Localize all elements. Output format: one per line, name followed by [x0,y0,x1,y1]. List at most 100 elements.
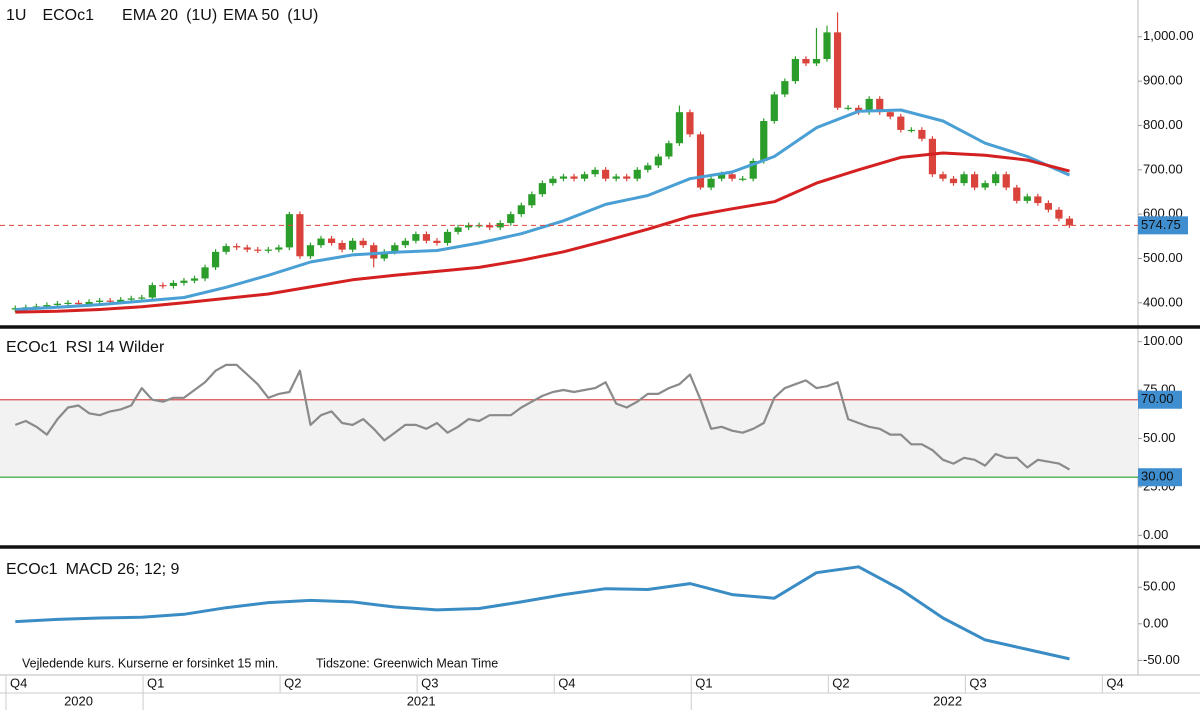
legend-text: ECOc1 [6,339,58,356]
candle-body [370,245,378,259]
candle-body [1023,196,1031,201]
candle-body [275,247,283,250]
candle-body [717,174,726,179]
candle-body [138,297,146,299]
candle-body [760,121,768,161]
candle-body [338,242,346,250]
year-label: 2022 [933,693,962,708]
x-tick-label: Q4 [558,675,575,690]
candle-body [781,81,789,95]
candle-body [433,240,441,243]
candle-body [201,267,209,279]
candle-body [306,245,315,257]
candle-body [939,174,947,179]
candle-body [169,282,178,286]
candle-body [686,112,694,135]
candle-body [391,245,399,252]
candle-body [117,299,125,302]
candle-body [180,280,188,283]
rsi-line [14,363,1071,471]
candle-body [464,225,473,228]
candle-body [886,112,894,117]
candle-body [517,205,525,215]
y-tick-label: 1,000.00 [1143,28,1194,43]
ema-line [15,151,1070,314]
candle-body [496,223,504,228]
candle-body [981,183,989,188]
candle-body [159,285,167,287]
candle-body [559,176,568,179]
x-tick-label: Q2 [284,675,301,690]
candle-body [507,214,515,224]
candle-body [317,238,325,246]
candle-body [675,112,684,144]
candle-body [949,178,958,184]
candle-body [570,176,578,179]
candle-body [654,156,662,166]
y-tick-label: 0.00 [1143,527,1168,542]
candle-body [190,278,199,281]
x-tick-label: Q4 [1106,675,1123,690]
candle-body [85,301,93,305]
legend-text: (1U) [287,7,318,24]
candle-body [739,178,747,180]
y-tick-label: 900.00 [1143,73,1183,88]
candle-body [106,300,114,302]
level-box [1138,468,1182,487]
candle-body [770,94,778,122]
candle-body [264,249,272,251]
candle-body [960,174,968,184]
candle-body [749,160,757,179]
footnote: Vejledende kurs. Kurserne er forsinket 1… [22,656,278,670]
candle-body [1065,218,1074,226]
candle-body [844,107,852,109]
candle-body [53,303,62,306]
y-tick-label: 100.00 [1143,333,1183,348]
candle-body [233,246,241,248]
candle-body [1013,187,1021,201]
x-tick-label: Q3 [421,675,438,690]
candle-body [707,178,715,188]
candle-body [644,165,652,170]
candle-body [127,298,135,300]
candle-body [454,227,462,232]
legend-text: EMA 20 [122,7,178,24]
legend-text: EMA 50 [223,7,279,24]
candle-body [243,247,251,250]
candle-body [74,302,83,305]
candle-body [928,138,937,175]
candle-body [865,98,873,113]
last-price-label: 574.75 [1141,217,1181,232]
candle-body [591,169,599,175]
candle-body [254,249,262,251]
candle-body [1034,196,1042,204]
y-tick-label: 50.00 [1143,579,1176,594]
y-tick-label: 700.00 [1143,161,1183,176]
level-band [0,399,1138,478]
candle-body [633,169,641,179]
candle-body [833,32,842,108]
candle-body [296,214,304,257]
candle-body [823,32,831,59]
year-label: 2020 [64,693,93,708]
candle-body [580,174,589,179]
legend-text: MACD 26; 12; 9 [66,561,180,578]
x-tick-label: Q4 [10,675,27,690]
candle-body [907,129,915,132]
y-tick-label: 800.00 [1143,117,1183,132]
candle-body [1055,209,1063,219]
year-label: 2021 [407,693,436,708]
candle-body [528,194,536,206]
candle-body [422,234,431,241]
last-price-box [1138,216,1188,235]
candle-body [538,183,546,195]
ema-line [15,108,1071,311]
candle-body [802,58,810,64]
candle-body [443,231,452,243]
candle-body [728,174,736,179]
candle-body [992,174,1000,184]
legend-text: RSI 14 Wilder [66,339,165,356]
candle-body [1044,203,1052,210]
